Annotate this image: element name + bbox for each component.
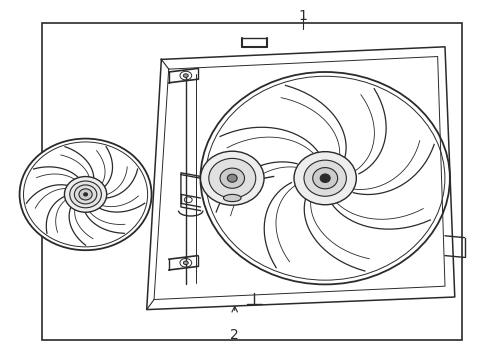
Circle shape bbox=[183, 74, 188, 77]
Ellipse shape bbox=[227, 174, 237, 182]
Ellipse shape bbox=[79, 189, 92, 200]
Ellipse shape bbox=[200, 151, 264, 205]
Text: 1: 1 bbox=[298, 9, 307, 23]
Text: 2: 2 bbox=[230, 328, 239, 342]
Circle shape bbox=[242, 187, 248, 191]
Ellipse shape bbox=[293, 152, 356, 205]
Circle shape bbox=[183, 261, 188, 265]
Ellipse shape bbox=[312, 168, 337, 189]
Circle shape bbox=[216, 187, 222, 191]
Circle shape bbox=[216, 165, 222, 170]
Ellipse shape bbox=[223, 194, 241, 202]
Ellipse shape bbox=[70, 181, 101, 208]
Ellipse shape bbox=[20, 139, 151, 250]
Ellipse shape bbox=[220, 168, 244, 188]
Bar bbox=[41, 23, 461, 340]
Ellipse shape bbox=[64, 176, 106, 212]
Ellipse shape bbox=[74, 185, 97, 204]
Ellipse shape bbox=[320, 174, 329, 183]
Ellipse shape bbox=[83, 193, 87, 196]
Ellipse shape bbox=[304, 160, 346, 196]
Circle shape bbox=[242, 165, 248, 170]
Ellipse shape bbox=[208, 158, 255, 198]
